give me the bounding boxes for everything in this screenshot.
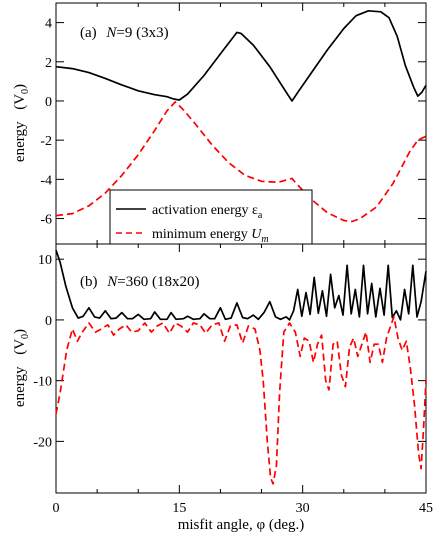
legend-minimum-u: U <box>251 227 262 242</box>
panel-a-ylabel-sub: 0 <box>20 89 31 94</box>
series-layer <box>55 9 427 485</box>
panel-b-ytick-label: -10 <box>33 375 52 390</box>
labels-layer: 4 2 0 -2 -4 -6 10 0 -10 -20 0 15 30 45 <box>33 17 433 516</box>
panel-a-ytick-label: -6 <box>40 213 52 228</box>
panel-a-ytick-label: 4 <box>45 17 52 32</box>
panel-b-ylabel-unit: (V <box>12 339 28 355</box>
legend-activation-sub: a <box>258 210 263 221</box>
panel-a-label: (a) <box>80 25 97 41</box>
panel-a-ylabel: energy (V0) <box>12 84 31 162</box>
panel-b-label: (b) <box>80 274 98 290</box>
legend-minimum-sub: m <box>261 234 268 245</box>
panel-b-ylabel-close: ) <box>12 329 28 334</box>
x-tick-label: 0 <box>53 501 60 516</box>
ticks-layer <box>55 3 427 493</box>
x-tick-label: 45 <box>419 501 433 516</box>
legend-box <box>109 189 313 245</box>
legend-entry-minimum: minimum energy Um <box>152 227 269 245</box>
legend-minimum-text: minimum energy <box>152 227 251 242</box>
x-axis-label: misfit angle, φ (deg.) <box>178 517 305 533</box>
panel-a-ytick-label: -2 <box>40 134 52 149</box>
panel-b-title-n: N <box>106 274 118 290</box>
panel-b-title: (b) N=360 (18x20) <box>80 274 199 290</box>
panel-a-ytick-label: 0 <box>45 95 52 110</box>
panel-a-ylabel-unit: (V <box>12 94 28 110</box>
x-tick-label: 30 <box>296 501 310 516</box>
legend-activation-text: activation energy ε <box>152 203 258 218</box>
panel-a-series-activation-energy <box>55 9 427 102</box>
panel-b-ylabel: energy (V0) <box>12 329 31 407</box>
panel-a-series-minimum-energy <box>55 101 427 223</box>
panel-b-ylabel-word: energy <box>12 366 28 407</box>
panel-a-ylabel-word: energy <box>12 121 28 162</box>
panel-a-ylabel-close: ) <box>12 84 28 89</box>
legend-entry-activation: activation energy εa <box>152 203 263 221</box>
panel-a-title: (a) N=9 (3x3) <box>80 25 169 41</box>
panel-b-series-activation-energy <box>55 249 427 321</box>
legend: activation energy εa minimum energy Um <box>109 189 313 245</box>
panel-a-title-n: N <box>105 25 117 41</box>
panel-b-title-rest: =360 (18x20) <box>117 274 199 290</box>
panel-a-ytick-label: -4 <box>40 173 52 188</box>
panel-b-ylabel-sub: 0 <box>20 334 31 339</box>
panel-b-ytick-label: 0 <box>45 314 52 329</box>
panel-a-ytick-label: 2 <box>45 56 52 71</box>
panel-a-title-rest: =9 (3x3) <box>116 25 168 41</box>
x-tick-label: 15 <box>172 501 186 516</box>
panel-b-ytick-label: -20 <box>33 435 52 450</box>
panel-b-series-minimum-energy <box>55 316 427 485</box>
panel-b-ytick-label: 10 <box>38 253 52 268</box>
